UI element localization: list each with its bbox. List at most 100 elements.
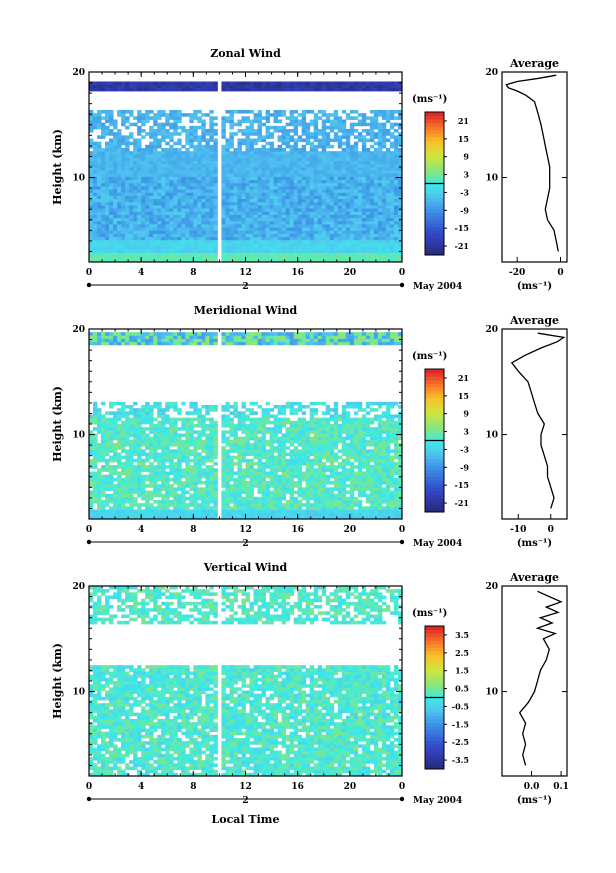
colorbar-step (425, 483, 444, 488)
colorbar-step (425, 733, 444, 738)
date-day-label: 2 (242, 796, 248, 806)
colorbar-step (425, 201, 444, 206)
colorbar-step (425, 640, 444, 645)
colorbar-step (425, 658, 444, 663)
colorbar-step (425, 219, 444, 224)
colorbar-step (425, 172, 444, 177)
x-tick-label: 20 (344, 782, 357, 792)
colorbar-step (425, 179, 444, 185)
colorbar-step (425, 115, 444, 120)
colorbar-step (425, 240, 444, 245)
colorbar-unit: (ms⁻¹) (412, 94, 447, 105)
colorbar-step (425, 383, 444, 388)
colorbar-tick-label: -21 (455, 241, 469, 251)
x-tick-label: 20 (344, 525, 357, 535)
colorbar-step (425, 390, 444, 395)
colorbar-step (425, 683, 444, 688)
x-tick-label: 0 (399, 268, 405, 278)
profile-y-tick-label: 20 (485, 325, 498, 335)
profile-y-tick-label: 20 (485, 582, 498, 592)
colorbar-step (425, 144, 444, 149)
profile-frame (501, 585, 568, 777)
colorbar-step (425, 697, 444, 702)
colorbar-step (425, 469, 444, 474)
colorbar-step (425, 729, 444, 734)
colorbar-step (425, 433, 444, 438)
profile-title: Average (509, 314, 559, 327)
wind-field (89, 586, 403, 777)
x-tick-label: 12 (239, 525, 252, 535)
colorbar-step (425, 376, 444, 381)
colorbar-step (425, 490, 444, 495)
colorbar-step (425, 718, 444, 724)
colorbar (424, 625, 447, 770)
colorbar-step (425, 147, 444, 152)
profile-x-tick-label: -20 (509, 268, 525, 278)
colorbar-tick-label: -1.5 (452, 719, 469, 729)
colorbar-step (425, 394, 444, 399)
colorbar-step (425, 429, 444, 434)
colorbar-step (425, 415, 444, 420)
colorbar-step (425, 458, 444, 463)
colorbar-step (425, 440, 444, 445)
colorbar-step (425, 408, 444, 413)
colorbar-step (425, 140, 444, 145)
date-day-label: 2 (242, 282, 248, 292)
colorbar-tick-label: 9 (463, 409, 469, 419)
profile-x-label: (ms⁻¹) (517, 281, 552, 292)
average-profile: Average 10 20 0.0 0.1(ms⁻¹) (485, 571, 568, 806)
colorbar-step (425, 743, 444, 749)
colorbar-step (425, 629, 444, 634)
profile-title: Average (509, 571, 559, 584)
colorbar-step (425, 501, 444, 506)
colorbar-step (425, 654, 444, 659)
colorbar-step (425, 422, 444, 427)
y-tick-label: 10 (72, 174, 85, 184)
colorbar-tick-label: 9 (463, 152, 469, 162)
colorbar-step (425, 633, 444, 638)
colorbar-step (425, 208, 444, 213)
profile-line (505, 74, 559, 252)
colorbar-step (425, 372, 444, 377)
y-tick-label: 20 (72, 582, 85, 592)
colorbar-step (425, 636, 444, 641)
y-axis-label: Height (km) (51, 129, 64, 205)
colorbar-unit: (ms⁻¹) (412, 608, 447, 619)
panel-1: Zonal Wind 0 4 8 12 16 20 0 10 20 Height (km) 2 May … (51, 47, 568, 292)
colorbar-step (425, 508, 444, 513)
colorbar-step (425, 436, 444, 442)
x-tick-label: 0 (399, 525, 405, 535)
colorbar-step (425, 222, 444, 227)
panel-title: Zonal Wind (210, 47, 281, 60)
colorbar-step (425, 401, 444, 406)
colorbar-step (425, 758, 444, 763)
colorbar-step (425, 137, 444, 142)
y-axis-label: Height (km) (51, 386, 64, 462)
y-tick-label: 20 (72, 325, 85, 335)
colorbar-step (425, 751, 444, 756)
colorbar-step (425, 479, 444, 484)
colorbar-tick-label: -9 (460, 205, 469, 215)
colorbar-tick-label: 3 (463, 427, 469, 437)
colorbar-step (425, 672, 444, 677)
colorbar-step (425, 151, 444, 156)
colorbar-step (425, 426, 444, 431)
x-tick-label: 8 (190, 782, 196, 792)
colorbar-step (425, 194, 444, 199)
x-tick-label: 8 (190, 525, 196, 535)
colorbar-step (425, 708, 444, 713)
colorbar-tick-label: 3 (463, 170, 469, 180)
profile-x-tick-label: 0.1 (553, 782, 569, 792)
colorbar-step (425, 715, 444, 720)
x-tick-label: 0 (86, 268, 92, 278)
x-tick-label: 0 (86, 782, 92, 792)
profile-y-tick-label: 10 (485, 688, 498, 698)
profile-x-tick-label: 0 (557, 268, 563, 278)
colorbar-tick-label: -3 (460, 187, 469, 197)
colorbar-tick-label: -15 (455, 480, 469, 490)
colorbar-step (425, 651, 444, 656)
colorbar-step (425, 626, 444, 631)
wind-field (89, 81, 403, 263)
colorbar-step (425, 722, 444, 727)
